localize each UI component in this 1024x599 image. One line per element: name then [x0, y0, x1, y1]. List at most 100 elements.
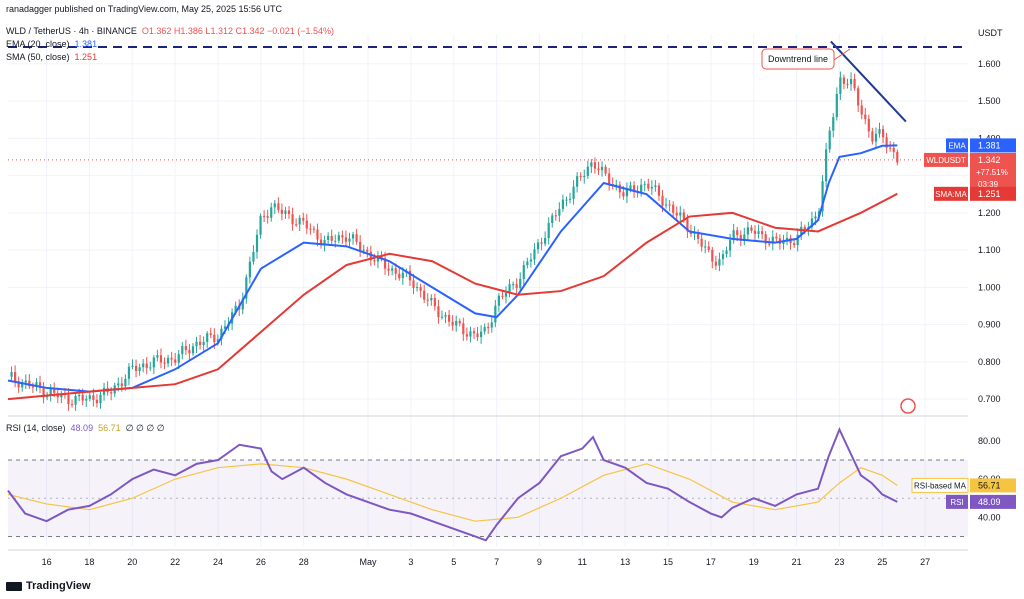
sma-value-tag — [970, 186, 1016, 201]
annotation-text: Downtrend line — [768, 54, 828, 64]
rsi-value: 48.09 — [978, 497, 1001, 507]
symbol-legend[interactable]: WLD / TetherUS · 4h · BINANCE O1.362 H1.… — [6, 26, 334, 36]
candle-body — [198, 341, 202, 346]
candle-body — [458, 320, 461, 324]
candle-body — [814, 216, 817, 219]
price-labels: Downtrend line EMA 1.381 WLDUSDT 1.342 +77.51… — [761, 48, 1016, 509]
time-tick-label: 24 — [213, 557, 223, 567]
candle-body — [775, 236, 778, 239]
candle-body — [661, 195, 664, 206]
candle-body — [853, 79, 856, 89]
candle-body — [330, 235, 333, 241]
candle-body — [810, 218, 814, 228]
rsi-ma-value-tag — [970, 478, 1016, 493]
price-tick-label: 0.800 — [978, 357, 1001, 367]
rsi-legend-extra: ∅ — [156, 423, 165, 433]
candle-body — [280, 209, 284, 214]
candle-body — [241, 298, 244, 310]
rsi-legend-value: 48.09 — [70, 423, 94, 433]
rsi-panel — [7, 426, 968, 542]
candle-body — [696, 232, 700, 239]
candle-body — [736, 230, 739, 236]
time-tick-label: 16 — [42, 557, 52, 567]
candle-body — [134, 365, 138, 372]
sma-tag-name: SMA:MA — [935, 190, 967, 199]
candle-body — [81, 395, 84, 401]
candle-body — [394, 268, 397, 274]
time-tick-label: May — [359, 557, 377, 567]
candle-body — [273, 203, 276, 208]
candle-body — [110, 392, 113, 394]
candle-body — [99, 394, 102, 404]
ema-legend-label: EMA (20, close) — [6, 39, 70, 49]
candle-body — [860, 105, 863, 115]
candle-body — [53, 389, 56, 394]
symbol-tag — [924, 152, 968, 167]
candle-body — [544, 238, 547, 244]
candle-body — [835, 93, 838, 118]
price-tick-label: 0.700 — [978, 394, 1001, 404]
rsi-ma-value: 56.71 — [978, 480, 1001, 490]
time-tick-label: 19 — [749, 557, 759, 567]
candle-body — [28, 380, 31, 387]
candle-body — [593, 162, 597, 169]
sma-legend-label: SMA (50, close) — [6, 52, 70, 62]
candle-body — [796, 234, 799, 246]
rsi-legend[interactable]: RSI (14, close) 48.09 56.71 ∅ ∅ ∅ ∅ — [6, 423, 165, 434]
time-tick-label: 27 — [920, 557, 930, 567]
candle-body — [24, 380, 27, 383]
candle-body — [277, 203, 280, 210]
candle-body — [369, 251, 372, 261]
candle-body — [725, 250, 728, 255]
current-change: +77.51% — [976, 168, 1008, 177]
candle-body — [316, 229, 319, 240]
candle-body — [298, 217, 301, 225]
time-tick-label: 21 — [792, 557, 802, 567]
candle-body — [359, 241, 362, 251]
tradingview-logo[interactable]: TradingView — [6, 580, 91, 592]
time-tick-label: 5 — [451, 557, 456, 567]
candle-body — [152, 357, 155, 368]
time-tick-label: 23 — [834, 557, 844, 567]
candle-body — [657, 185, 661, 196]
time-tick-label: 25 — [877, 557, 887, 567]
candle-body — [647, 183, 650, 189]
candle-body — [383, 258, 387, 269]
candle-body — [263, 215, 266, 217]
candle-body — [576, 176, 579, 187]
lightning-icon[interactable] — [900, 398, 916, 414]
sma-legend[interactable]: SMA (50, close) 1.251 — [6, 52, 97, 62]
candle-body — [67, 394, 70, 405]
candle-body — [892, 147, 895, 152]
rsi-legend-extra: ∅ — [125, 423, 134, 433]
candle-body — [547, 222, 550, 239]
candle-body — [234, 305, 237, 313]
candle-body — [625, 188, 629, 197]
ema-legend-value: 1.381 — [74, 39, 98, 49]
candle-body — [508, 284, 511, 294]
indicator-lines — [7, 40, 968, 401]
time-tick-label: 26 — [256, 557, 266, 567]
candle-body — [266, 216, 269, 218]
candle-body — [35, 382, 38, 387]
candle-body — [74, 396, 77, 405]
candle-body — [512, 284, 515, 286]
ema-legend[interactable]: EMA (20, close) 1.381 — [6, 39, 97, 49]
candle-body — [874, 133, 878, 142]
candle-body — [423, 290, 426, 300]
candle-body — [70, 404, 74, 406]
candle-body — [746, 227, 749, 235]
publisher-line: ranadagger published on TradingView.com,… — [6, 4, 283, 14]
downtrend-line — [830, 40, 907, 123]
sma-tag — [934, 186, 968, 201]
candle-body — [881, 129, 885, 138]
candle-body — [501, 295, 504, 297]
candle-body — [78, 395, 81, 397]
candle-body — [871, 131, 874, 142]
candle-body — [878, 129, 881, 134]
candle-body — [679, 212, 682, 216]
candle-body — [839, 77, 842, 94]
price-grid — [8, 34, 968, 546]
candle-body — [714, 261, 717, 266]
